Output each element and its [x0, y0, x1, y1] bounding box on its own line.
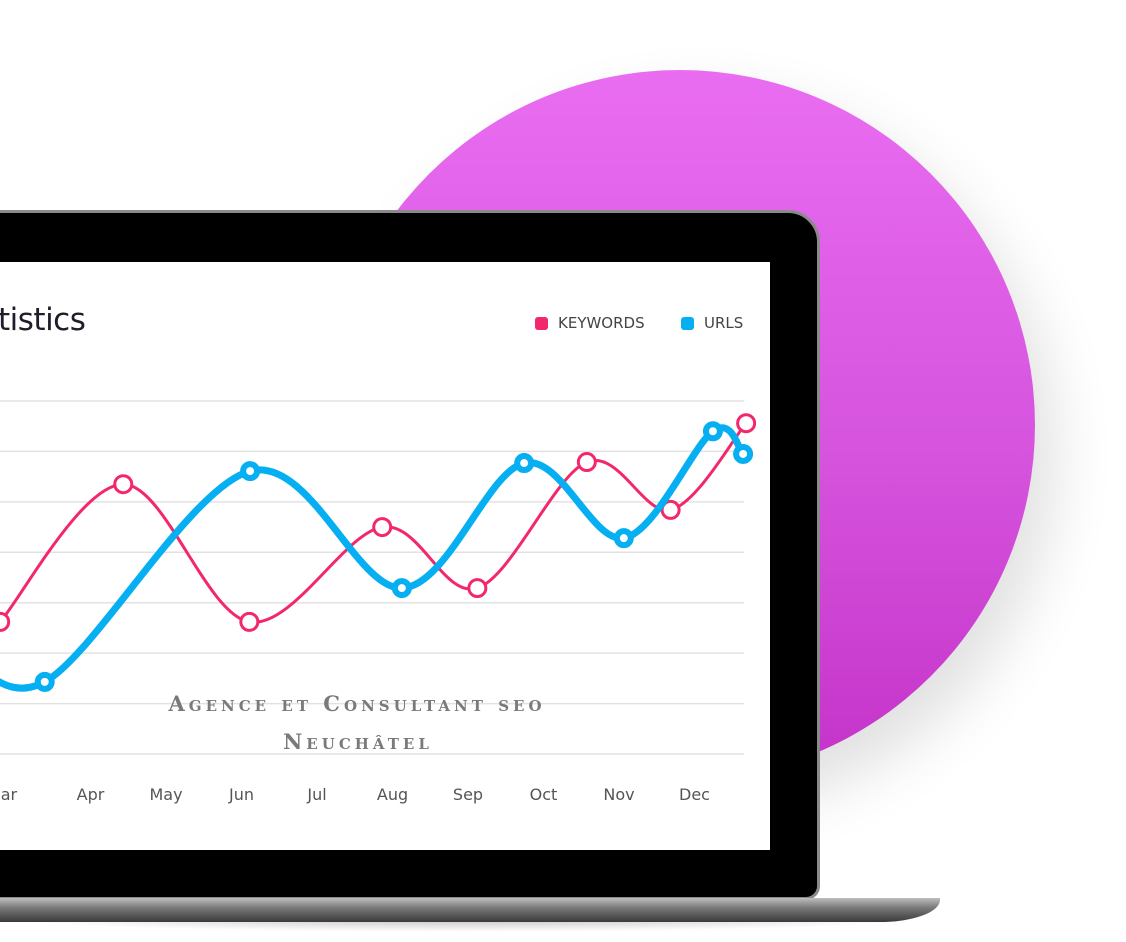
legend-item-keywords[interactable]: KEYWORDS [535, 314, 645, 332]
watermark-line2: Neuchâtel [283, 729, 433, 754]
data-point-keywords [660, 499, 681, 520]
urls-swatch [681, 316, 694, 330]
x-tick-label: Aug [377, 785, 408, 804]
data-point-keywords [736, 413, 757, 434]
x-tick-label: Apr [77, 785, 105, 804]
legend-label: KEYWORDS [558, 314, 645, 332]
data-point-urls [34, 671, 55, 692]
chart-title: tistics [0, 302, 86, 338]
legend-label: URLS [704, 314, 744, 332]
data-point-keywords [372, 517, 393, 538]
data-point-urls [240, 461, 261, 482]
x-tick-label: Jul [306, 785, 326, 804]
data-point-keywords [576, 452, 597, 473]
x-tick-label: Oct [530, 785, 558, 804]
data-point-urls [733, 443, 754, 464]
laptop-screen: tistics KEYWORDS URLS Mar Apr May Jun Jul Aug… [0, 262, 770, 850]
x-tick-label: Jun [228, 785, 254, 804]
data-point-urls [391, 578, 412, 599]
legend-item-urls[interactable]: URLS [681, 314, 743, 332]
data-point-urls [702, 421, 723, 442]
x-tick-label: Nov [603, 785, 634, 804]
x-tick-label: Dec [679, 785, 710, 804]
keywords-swatch [535, 316, 548, 330]
data-point-keywords [467, 578, 488, 599]
x-tick-label: Mar [0, 785, 18, 804]
data-point-keywords [239, 611, 260, 632]
x-tick-label: Sep [453, 785, 483, 804]
data-point-urls [613, 528, 634, 549]
line-chart: Mar Apr May Jun Jul Aug Sep Oct Nov Dec Agence et… [0, 400, 757, 804]
x-tick-label: May [149, 785, 182, 804]
series-line-keywords [0, 421, 748, 624]
watermark-line1: Agence et Consultant seo [167, 691, 545, 716]
data-point-urls [514, 453, 535, 474]
data-point-keywords [113, 474, 134, 495]
laptop-base [0, 898, 940, 922]
series-line-urls [0, 424, 747, 692]
data-point-keywords [0, 611, 11, 632]
